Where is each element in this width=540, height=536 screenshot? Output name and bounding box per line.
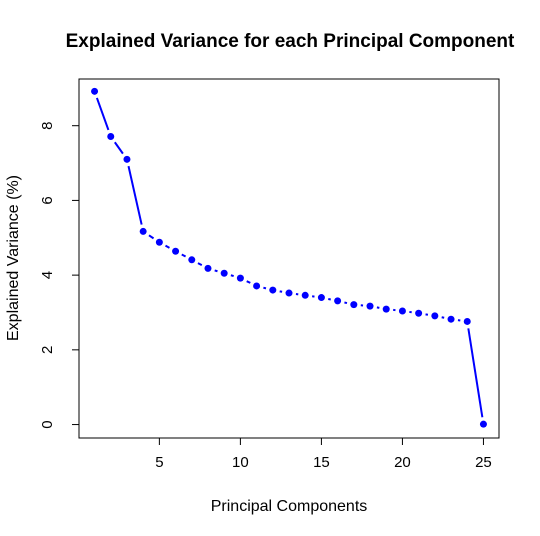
series-segment: [214, 269, 218, 273]
series-segment: [328, 297, 331, 301]
series-segment: [127, 165, 143, 225]
series-segment: [263, 286, 267, 290]
y-axis: 0 2 4 6 8: [39, 122, 80, 429]
data-point: [285, 289, 293, 297]
x-axis-label: Principal Components: [211, 498, 368, 515]
data-point: [382, 305, 390, 313]
data-point: [350, 301, 358, 309]
chart-title: Explained Variance for each Principal Co…: [66, 31, 515, 52]
x-tick-label: 15: [313, 454, 330, 471]
y-tick-label: 8: [39, 122, 56, 130]
y-axis-label: Explained Variance (%): [5, 175, 22, 341]
y-tick-label: 6: [39, 196, 56, 204]
x-axis: 5 10 15 20 25: [155, 437, 492, 471]
data-point: [91, 87, 99, 95]
data-point: [123, 155, 131, 163]
series-segment: [95, 97, 110, 131]
x-tick-label: 25: [475, 454, 492, 471]
data-point: [269, 286, 277, 294]
data-point: [172, 247, 180, 255]
data-point: [463, 317, 471, 325]
series-layer: [91, 87, 487, 428]
data-point: [447, 315, 455, 323]
y-tick-label: 4: [39, 271, 56, 279]
y-tick-label: 2: [39, 346, 56, 354]
series-segment: [114, 141, 124, 155]
data-point: [204, 264, 212, 272]
x-tick-label: 5: [155, 454, 163, 471]
data-point: [479, 420, 487, 428]
series-segment: [441, 316, 445, 319]
data-point: [301, 291, 309, 299]
data-point: [366, 302, 374, 310]
plot-box: [78, 78, 500, 439]
data-point: [220, 269, 228, 277]
series-segment: [165, 244, 170, 249]
series-segment: [246, 280, 251, 284]
series-segment: [148, 234, 155, 240]
data-point: [188, 256, 196, 264]
data-point: [253, 282, 261, 290]
data-point: [317, 294, 325, 302]
data-point: [139, 227, 147, 235]
series-segment: [344, 301, 348, 305]
data-point: [107, 133, 115, 141]
x-tick-label: 20: [394, 454, 411, 471]
data-point: [415, 309, 423, 317]
data-point: [236, 274, 244, 282]
x-tick-label: 10: [232, 454, 249, 471]
data-point: [155, 238, 163, 246]
series-segment: [197, 262, 203, 267]
data-point: [431, 312, 439, 320]
y-tick-label: 0: [39, 420, 56, 428]
data-point: [398, 307, 406, 315]
data-point: [334, 297, 342, 305]
series-segment: [467, 328, 484, 418]
series-segment: [181, 253, 187, 258]
series-segment: [230, 274, 234, 278]
